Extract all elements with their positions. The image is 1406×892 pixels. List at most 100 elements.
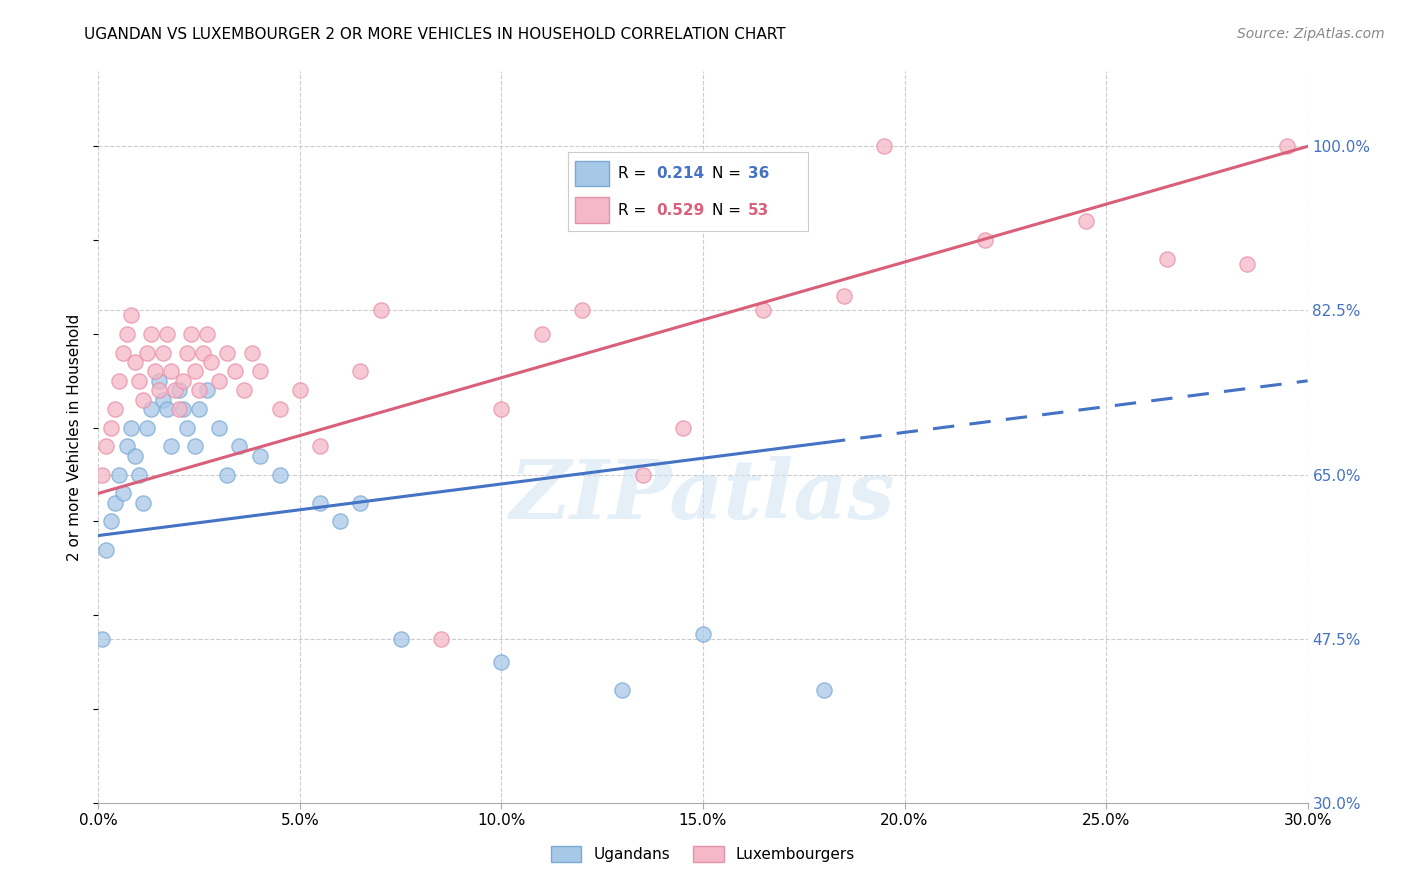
Point bbox=[370, 303, 392, 318]
Point bbox=[111, 345, 134, 359]
Point bbox=[100, 420, 122, 434]
Point bbox=[974, 233, 997, 247]
Point bbox=[288, 383, 311, 397]
Point bbox=[208, 420, 231, 434]
Point bbox=[491, 655, 513, 669]
Point bbox=[143, 364, 166, 378]
Text: UGANDAN VS LUXEMBOURGER 2 OR MORE VEHICLES IN HOUSEHOLD CORRELATION CHART: UGANDAN VS LUXEMBOURGER 2 OR MORE VEHICL… bbox=[84, 27, 786, 42]
Point bbox=[200, 355, 222, 369]
Point bbox=[349, 496, 371, 510]
Point bbox=[217, 467, 239, 482]
Point bbox=[152, 345, 174, 359]
Point bbox=[184, 364, 207, 378]
Point bbox=[124, 449, 146, 463]
Point bbox=[184, 440, 207, 454]
Point bbox=[180, 326, 202, 341]
Text: R =: R = bbox=[619, 166, 651, 181]
Point bbox=[120, 420, 142, 434]
Point bbox=[188, 383, 211, 397]
Point bbox=[103, 496, 125, 510]
Point bbox=[491, 401, 513, 416]
Point bbox=[135, 420, 157, 434]
Point bbox=[195, 326, 218, 341]
Legend: Ugandans, Luxembourgers: Ugandans, Luxembourgers bbox=[544, 840, 862, 868]
Point bbox=[329, 515, 352, 529]
Text: R =: R = bbox=[619, 202, 651, 218]
Point bbox=[1156, 252, 1178, 266]
Text: Source: ZipAtlas.com: Source: ZipAtlas.com bbox=[1237, 27, 1385, 41]
Point bbox=[430, 632, 453, 646]
Point bbox=[249, 449, 271, 463]
Point bbox=[96, 542, 118, 557]
Point bbox=[612, 683, 634, 698]
Point bbox=[160, 364, 183, 378]
Point bbox=[115, 326, 138, 341]
Point bbox=[91, 467, 114, 482]
Point bbox=[1074, 214, 1097, 228]
Point bbox=[132, 496, 155, 510]
Point bbox=[135, 345, 157, 359]
Point bbox=[530, 326, 553, 341]
Text: 36: 36 bbox=[748, 166, 769, 181]
Point bbox=[224, 364, 246, 378]
Text: 0.214: 0.214 bbox=[657, 166, 704, 181]
Y-axis label: 2 or more Vehicles in Household: 2 or more Vehicles in Household bbox=[67, 313, 83, 561]
Point bbox=[115, 440, 138, 454]
Point bbox=[167, 401, 190, 416]
Point bbox=[176, 345, 198, 359]
Point bbox=[139, 326, 162, 341]
Point bbox=[107, 374, 129, 388]
Text: N =: N = bbox=[711, 202, 745, 218]
Point bbox=[100, 515, 122, 529]
Text: 53: 53 bbox=[748, 202, 769, 218]
Point bbox=[228, 440, 250, 454]
Point bbox=[309, 440, 332, 454]
Point bbox=[232, 383, 254, 397]
Point bbox=[111, 486, 134, 500]
Point bbox=[188, 401, 211, 416]
Point bbox=[672, 420, 695, 434]
Point bbox=[167, 383, 190, 397]
Point bbox=[217, 345, 239, 359]
Text: N =: N = bbox=[711, 166, 745, 181]
Point bbox=[148, 374, 170, 388]
Point bbox=[269, 401, 291, 416]
Point bbox=[309, 496, 332, 510]
Point bbox=[172, 401, 194, 416]
Point bbox=[128, 467, 150, 482]
Point bbox=[96, 440, 118, 454]
Point bbox=[873, 139, 896, 153]
Point bbox=[156, 326, 179, 341]
Point bbox=[193, 345, 215, 359]
Point bbox=[349, 364, 371, 378]
Point bbox=[120, 308, 142, 322]
Text: ZIPatlas: ZIPatlas bbox=[510, 456, 896, 535]
Point bbox=[107, 467, 129, 482]
Point bbox=[571, 303, 593, 318]
Point bbox=[813, 683, 835, 698]
Point bbox=[103, 401, 125, 416]
Bar bbox=[575, 197, 609, 223]
Point bbox=[832, 289, 855, 303]
Point bbox=[128, 374, 150, 388]
Point bbox=[1277, 139, 1299, 153]
Point bbox=[152, 392, 174, 407]
Point bbox=[91, 632, 114, 646]
Point bbox=[176, 420, 198, 434]
Point bbox=[195, 383, 218, 397]
Point bbox=[631, 467, 654, 482]
Text: 0.529: 0.529 bbox=[657, 202, 704, 218]
Point bbox=[139, 401, 162, 416]
Point bbox=[208, 374, 231, 388]
Point bbox=[269, 467, 291, 482]
Point bbox=[156, 401, 179, 416]
Point bbox=[160, 440, 183, 454]
Point bbox=[752, 303, 775, 318]
Point bbox=[692, 627, 714, 641]
Point bbox=[1236, 257, 1258, 271]
Point bbox=[124, 355, 146, 369]
Point bbox=[389, 632, 412, 646]
Bar bbox=[575, 161, 609, 186]
Point bbox=[148, 383, 170, 397]
Point bbox=[163, 383, 186, 397]
